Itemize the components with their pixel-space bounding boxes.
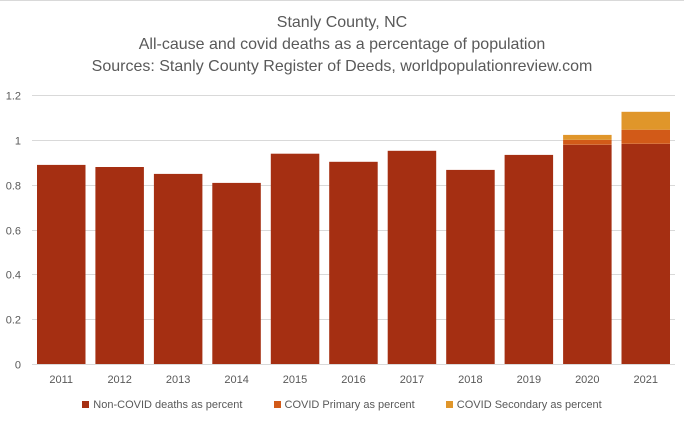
legend: Non-COVID deaths as percent COVID Primar… bbox=[0, 399, 684, 411]
y-tick-label: 1 bbox=[15, 136, 21, 148]
legend-swatch-non-covid bbox=[82, 401, 90, 408]
bar-non-covid bbox=[446, 169, 495, 364]
legend-item-covid-primary: COVID Primary as percent bbox=[273, 399, 415, 411]
bar-covid-primary bbox=[563, 139, 612, 145]
legend-label-non-covid: Non-COVID deaths as percent bbox=[93, 399, 243, 411]
bar-non-covid bbox=[153, 173, 203, 364]
bar-non-covid bbox=[37, 164, 86, 364]
x-tick-label: 2017 bbox=[400, 374, 424, 386]
x-tick-label: 2013 bbox=[166, 374, 190, 386]
bar-non-covid bbox=[95, 167, 144, 364]
x-tick-label: 2021 bbox=[634, 374, 658, 386]
x-tick-label: 2016 bbox=[341, 374, 365, 386]
chart-title-block: Stanly County, NC All-cause and covid de… bbox=[0, 12, 684, 78]
x-tick-label: 2020 bbox=[575, 374, 599, 386]
bars bbox=[37, 111, 670, 364]
bar-covid-secondary bbox=[563, 134, 612, 140]
y-tick-label: 0.6 bbox=[6, 226, 21, 238]
x-tick-label: 2019 bbox=[517, 374, 541, 386]
y-tick-label: 0.8 bbox=[6, 181, 21, 193]
chart-source: Sources: Stanly County Register of Deeds… bbox=[91, 58, 593, 75]
y-tick-label: 1.2 bbox=[6, 91, 21, 103]
y-tick-label: 0.4 bbox=[6, 270, 21, 282]
bar-non-covid bbox=[504, 154, 554, 364]
bar-non-covid bbox=[621, 143, 670, 364]
x-tick-label: 2011 bbox=[49, 374, 73, 386]
x-tick-label: 2015 bbox=[283, 374, 307, 386]
bar-covid-secondary bbox=[621, 111, 670, 130]
chart-subtitle: All-cause and covid deaths as a percenta… bbox=[138, 36, 546, 53]
x-tick-label: 2014 bbox=[224, 374, 248, 386]
y-tick-label: 0 bbox=[15, 360, 21, 372]
bar-non-covid bbox=[563, 144, 612, 364]
legend-label-covid-primary: COVID Primary as percent bbox=[284, 399, 415, 411]
y-tick-label: 0.2 bbox=[6, 315, 21, 327]
x-tick-label: 2018 bbox=[458, 374, 482, 386]
bar-non-covid bbox=[212, 182, 261, 364]
bar-non-covid bbox=[329, 161, 378, 364]
legend-swatch-covid-secondary bbox=[445, 401, 453, 408]
legend-item-covid-secondary: COVID Secondary as percent bbox=[445, 399, 602, 411]
legend-label-covid-secondary: COVID Secondary as percent bbox=[456, 399, 602, 411]
legend-item-non-covid: Non-COVID deaths as percent bbox=[82, 399, 242, 411]
bar-non-covid bbox=[387, 150, 437, 364]
legend-swatch-covid-primary bbox=[273, 401, 281, 408]
chart-title: Stanly County, NC bbox=[276, 14, 408, 31]
bar-covid-primary bbox=[621, 129, 670, 144]
bar-non-covid bbox=[270, 153, 320, 364]
y-axis-tick-labels: 0 0.2 0.4 0.6 0.8 1 1.2 bbox=[6, 91, 21, 372]
x-tick-label: 2012 bbox=[107, 374, 131, 386]
x-axis-tick-labels: 2011 2012 2013 2014 2015 2016 2017 2018 2019 2020… bbox=[49, 374, 658, 386]
